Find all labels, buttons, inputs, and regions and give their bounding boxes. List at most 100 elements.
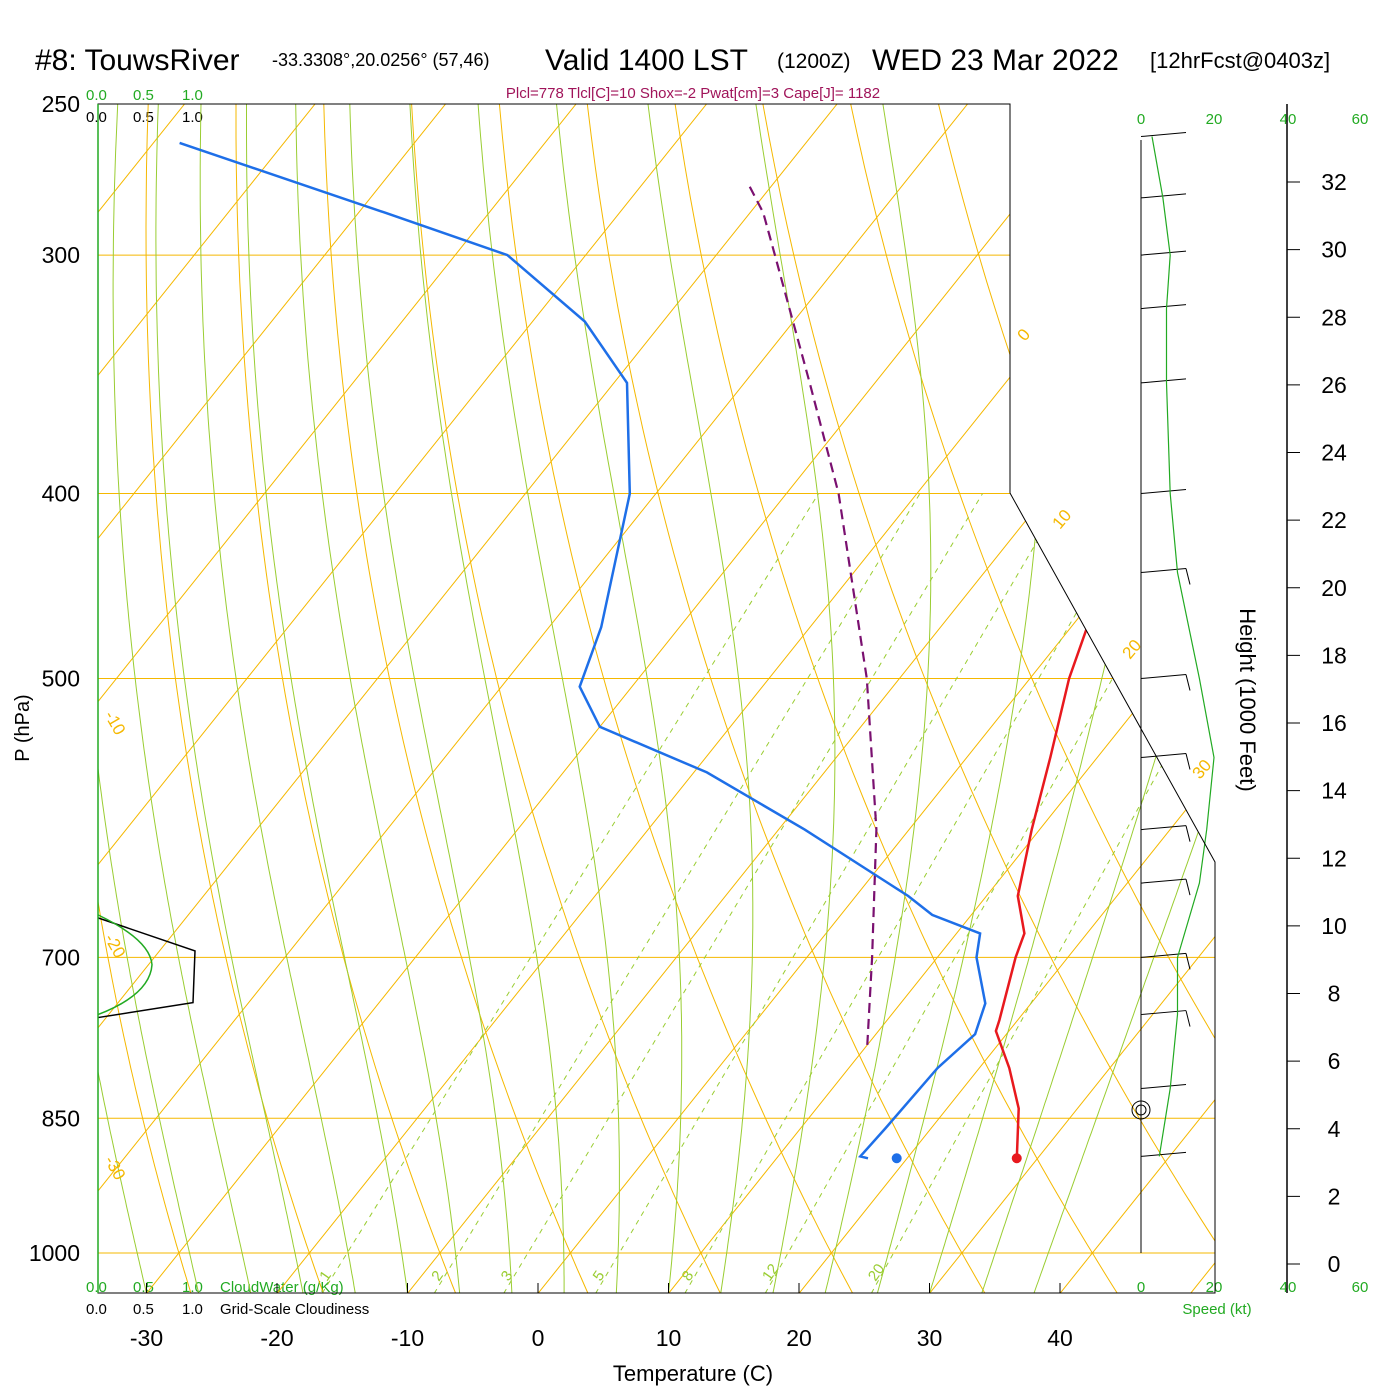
speed-scale-top-0: 0: [1137, 111, 1145, 128]
pressure-tick-300: 300: [42, 242, 80, 268]
cloud-scale-bottom: 0.0 0.5 1.0 CloudWater (g/Kg) 0.0 0.5 1.…: [86, 1279, 369, 1318]
temperature-axis: -30 -20 -10 0 10 20 30 40: [130, 1283, 1073, 1351]
wind-barb-440: [1140, 568, 1187, 574]
dry-adiabat-0: [321, 104, 607, 1293]
moist-adiabat--6: [294, 104, 461, 1293]
dry-adiabat-20: [487, 104, 875, 1293]
wind-profile: [1131, 132, 1215, 1253]
parcel-profile-line: [746, 182, 878, 1045]
isotherm--70: [98, 104, 725, 1293]
y2-axis-label: Height (1000 Feet): [1235, 608, 1260, 791]
cloud-scale-bottom-green-2: 1.0: [182, 1279, 203, 1296]
wind-barb-700: [1140, 952, 1187, 958]
wind-barb-feather-550: [1185, 753, 1191, 770]
wind-barb-feather-700: [1185, 953, 1191, 970]
wind-barb-750: [1140, 1010, 1187, 1016]
isotherm-label-0: 0: [1014, 325, 1035, 344]
wind-barb-320: [1140, 304, 1187, 310]
valid-date: WED 23 Mar 2022: [872, 44, 1119, 77]
wind-barb-500: [1140, 674, 1187, 679]
wind-barb-820: [1140, 1084, 1187, 1090]
moist-adiabat-6: [469, 104, 620, 1293]
temperature-tick-20: 20: [786, 1325, 812, 1351]
valid-time: Valid 1400 LST: [545, 44, 748, 77]
dry-adiabat--20: [145, 104, 338, 1293]
zulu-time: (1200Z): [777, 50, 851, 73]
cloud-scale-bottom-black-1: 0.5: [133, 1301, 154, 1318]
cloud-scale-bottom-black-2: 1.0: [182, 1301, 203, 1318]
cloud-scale-bottom-green-1: 0.5: [133, 1279, 154, 1296]
moist-adiabat-38: [1033, 104, 1215, 1293]
dewpoint-profile-line: [179, 141, 987, 1160]
height-tick-2: 2: [1328, 1183, 1341, 1209]
height-tick-22: 22: [1321, 507, 1347, 533]
isotherm--50: [98, 104, 986, 1293]
wind-barb-600: [1140, 825, 1187, 831]
x-axis-label: Temperature (C): [613, 1361, 773, 1386]
wind-barb-feather-640: [1185, 878, 1191, 896]
cloud-scale-top-black-2: 1.0: [182, 109, 203, 126]
cloudiness-label: Grid-Scale Cloudiness: [220, 1301, 369, 1318]
cloud-scale-top-green-0: 0.0: [86, 87, 107, 104]
y-axis-label: P (hPa): [12, 694, 34, 761]
wind-barb-feather-750: [1185, 1010, 1191, 1027]
isotherm-label-30: 30: [1189, 756, 1216, 783]
mixing-ratio-5: [595, 493, 1066, 1293]
dry-adiabat-50: [735, 104, 1215, 1293]
height-tick-14: 14: [1321, 778, 1347, 804]
sounding-indices: Plcl=778 Tlcl[C]=10 Shox=-2 Pwat[cm]=3 C…: [506, 85, 880, 102]
isotherm-0: [537, 104, 1215, 1293]
mixing-ratio-20: [870, 493, 1215, 1293]
dry-adiabat-30: [570, 104, 1009, 1293]
grid-scale-cloudiness-curve: [97, 917, 196, 1019]
wind-barb-feather-600: [1185, 825, 1191, 842]
pressure-tick-250: 250: [42, 91, 80, 117]
speed-scale-bottom-0: 0: [1137, 1279, 1145, 1296]
moist-adiabat-26: [876, 104, 1045, 1293]
speed-scale-bottom-20: 20: [1206, 1279, 1223, 1296]
pressure-tick-400: 400: [42, 481, 80, 507]
moist-adiabat-14: [629, 104, 754, 1293]
height-tick-0: 0: [1328, 1251, 1341, 1277]
mixing-ratio-label-3: 3: [498, 1268, 517, 1285]
moist-adiabat-34: [981, 104, 1215, 1293]
height-tick-30: 30: [1321, 237, 1347, 263]
pressure-tick-1000: 1000: [29, 1240, 80, 1266]
isotherm-label--10: -10: [101, 708, 130, 739]
speed-scale: 0 20 40 60 0 20 40 60 Speed (kt): [1137, 111, 1369, 1318]
mixing-ratio-label-5: 5: [590, 1268, 609, 1285]
mixing-ratio-3: [503, 493, 983, 1293]
surface-dewpoint-marker: [891, 1153, 902, 1164]
dry-adiabat-90: [1064, 104, 1215, 1293]
isotherm--10: [407, 104, 1215, 1293]
wind-barb-300: [1140, 250, 1187, 256]
wind-barb-feather-500: [1185, 674, 1191, 691]
height-tick-4: 4: [1328, 1116, 1341, 1142]
wind-barb-feather-440: [1185, 568, 1191, 585]
isotherm-20: [798, 104, 1215, 1293]
forecast-label: [12hrFcst@0403z]: [1150, 48, 1330, 73]
speed-scale-top-40: 40: [1280, 111, 1297, 128]
speed-scale-bottom-40: 40: [1280, 1279, 1297, 1296]
wind-barb-400: [1140, 489, 1187, 495]
height-tick-6: 6: [1328, 1048, 1341, 1074]
isotherm-50: [1190, 104, 1215, 1293]
isotherm--120: [0, 0, 72, 1293]
isotherm-40: [1059, 104, 1215, 1293]
wind-barb-260: [1140, 132, 1187, 138]
lcl-marker-inner: [1135, 1104, 1147, 1116]
profile-layer: [179, 141, 1138, 1164]
surface-temperature-marker: [1011, 1153, 1022, 1164]
wind-barb-350: [1140, 378, 1187, 384]
moist-adiabat--2: [347, 104, 513, 1293]
pressure-tick-700: 700: [42, 944, 80, 970]
mixing-ratio-2: [433, 493, 921, 1293]
dry-adiabat--10: [235, 104, 472, 1293]
pressure-tick-850: 850: [42, 1105, 80, 1131]
mixing-ratio-label-20: 20: [865, 1261, 888, 1284]
background-grid: [0, 0, 1215, 1293]
mixing-ratio-label-2: 2: [428, 1268, 447, 1285]
mixing-ratio-label-12: 12: [759, 1261, 782, 1284]
temperature-tick-0: 0: [532, 1325, 545, 1351]
